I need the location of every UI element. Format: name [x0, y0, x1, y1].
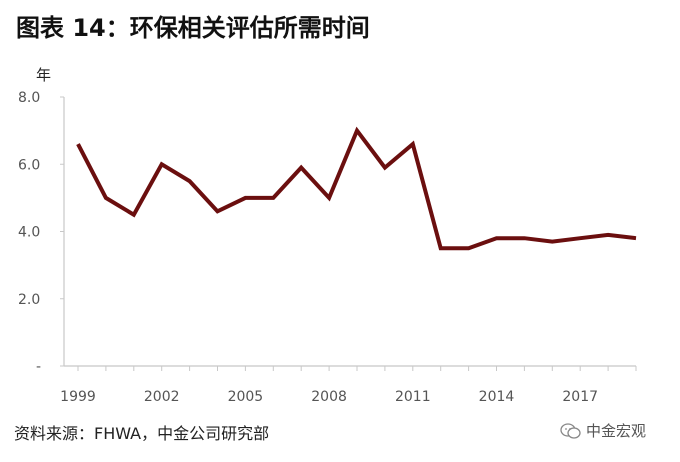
watermark: 中金宏观 — [560, 420, 646, 441]
x-tick-label: 2002 — [144, 389, 180, 405]
y-tick-label: - — [36, 359, 41, 375]
y-axis-unit: 年 — [36, 66, 51, 84]
x-tick-label: 2014 — [479, 389, 515, 405]
x-tick-label: 2008 — [311, 389, 347, 405]
series-layer — [76, 126, 637, 251]
y-tick-label: 6.0 — [18, 157, 40, 173]
x-tick-label: 1999 — [60, 389, 96, 405]
x-tick-label: 2005 — [228, 389, 264, 405]
figure-title: 图表 14：环保相关评估所需时间 — [16, 14, 370, 42]
source-note: 资料来源：FHWA，中金公司研究部 — [14, 424, 270, 443]
watermark-text: 中金宏观 — [586, 422, 647, 440]
x-tick-label: 2011 — [395, 389, 431, 405]
axes: 年 8.0 6.0 4.0 2.0 - 1999 2002 2005 2008 2011 2014 20… — [18, 66, 637, 405]
line-chart: 年 8.0 6.0 4.0 2.0 - 1999 2002 2005 2008 2011 2014 20… — [18, 66, 637, 405]
x-tick-label: 2017 — [562, 389, 598, 405]
y-tick-label: 2.0 — [18, 292, 40, 308]
series-line — [76, 126, 637, 251]
y-tick-label: 8.0 — [18, 90, 40, 106]
wechat-icon — [560, 422, 581, 439]
y-tick-label: 4.0 — [18, 225, 40, 241]
